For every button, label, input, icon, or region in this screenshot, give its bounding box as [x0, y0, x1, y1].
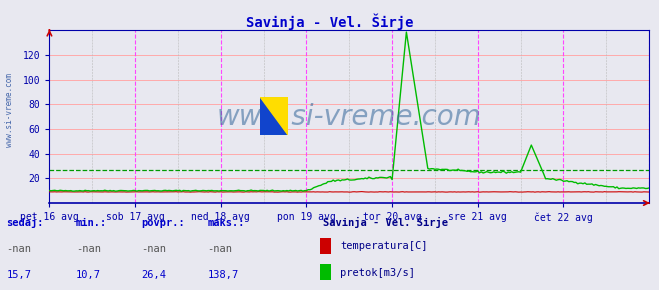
Text: 10,7: 10,7: [76, 270, 101, 280]
Text: www.si-vreme.com: www.si-vreme.com: [5, 73, 14, 147]
Text: temperatura[C]: temperatura[C]: [340, 241, 428, 251]
Text: -nan: -nan: [7, 244, 32, 254]
Text: 26,4: 26,4: [142, 270, 167, 280]
Text: Savinja - Vel. Širje: Savinja - Vel. Širje: [246, 13, 413, 30]
Text: -nan: -nan: [76, 244, 101, 254]
Text: Savinja - Vel. Širje: Savinja - Vel. Širje: [323, 216, 448, 228]
Text: www.si-vreme.com: www.si-vreme.com: [217, 103, 482, 131]
Polygon shape: [260, 97, 288, 135]
Text: povpr.:: povpr.:: [142, 218, 185, 228]
Text: -nan: -nan: [142, 244, 167, 254]
Text: min.:: min.:: [76, 218, 107, 228]
Polygon shape: [260, 97, 288, 135]
Text: 138,7: 138,7: [208, 270, 239, 280]
Text: 15,7: 15,7: [7, 270, 32, 280]
Text: sedaj:: sedaj:: [7, 217, 44, 228]
Text: -nan: -nan: [208, 244, 233, 254]
Text: maks.:: maks.:: [208, 218, 245, 228]
Text: pretok[m3/s]: pretok[m3/s]: [340, 267, 415, 278]
